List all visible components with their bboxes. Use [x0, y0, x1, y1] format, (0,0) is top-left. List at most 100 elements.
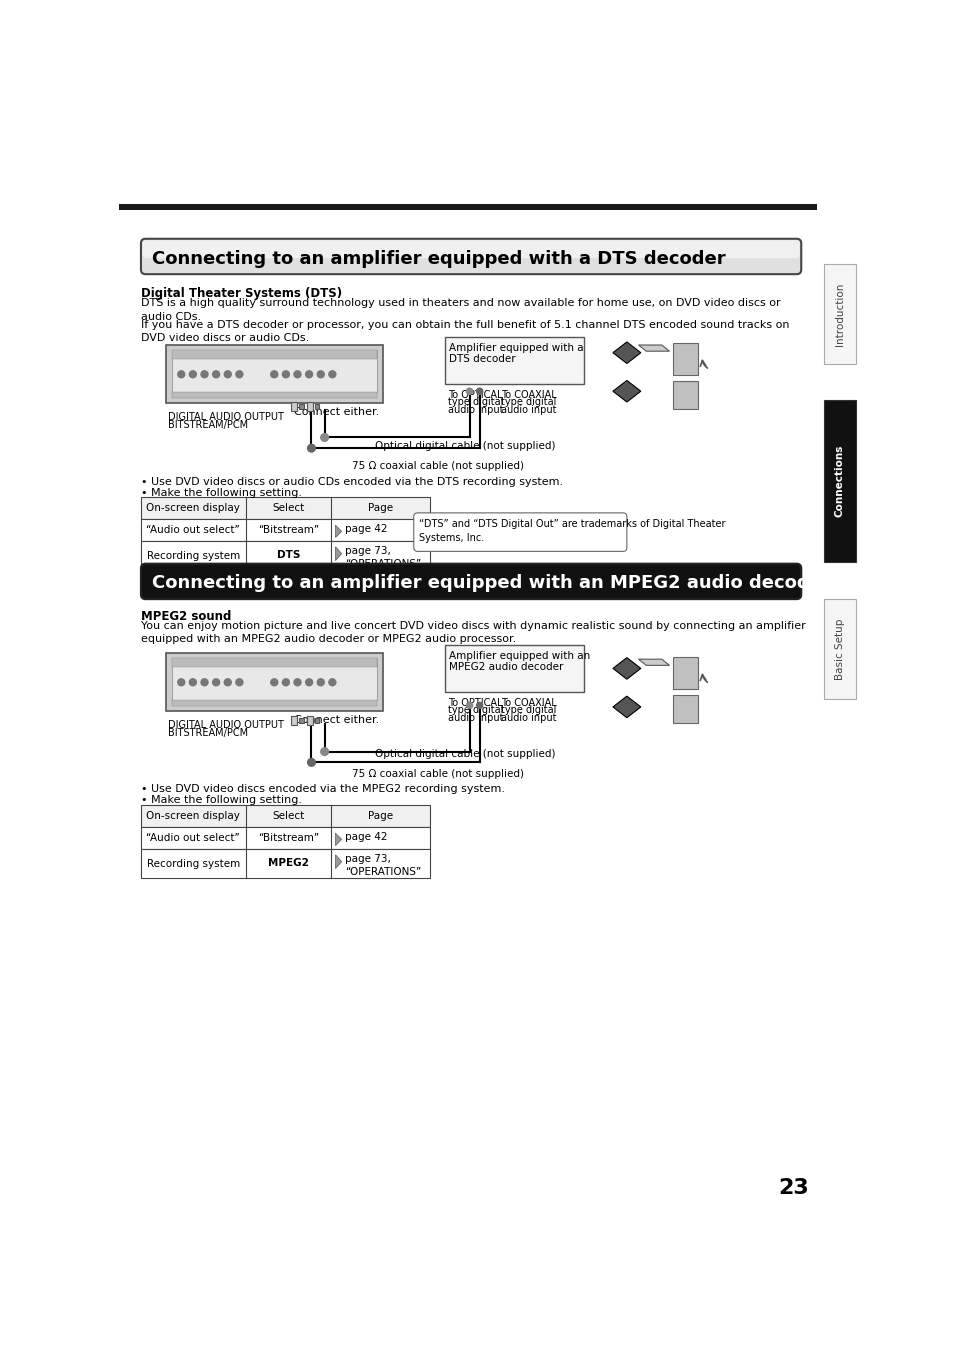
- Text: DIGITAL AUDIO OUTPUT: DIGITAL AUDIO OUTPUT: [168, 412, 284, 422]
- Circle shape: [476, 388, 482, 395]
- Bar: [298, 718, 303, 723]
- Text: On-screen display: On-screen display: [146, 503, 240, 512]
- Circle shape: [466, 388, 472, 395]
- Text: Optical digital cable (not supplied): Optical digital cable (not supplied): [375, 441, 555, 452]
- Text: audio input: audio input: [447, 713, 503, 723]
- Text: audio input: audio input: [500, 406, 556, 415]
- Text: type digital: type digital: [500, 705, 556, 716]
- Bar: [444, 337, 583, 384]
- Bar: [166, 652, 382, 710]
- FancyBboxPatch shape: [414, 512, 626, 551]
- Text: DTS decoder: DTS decoder: [449, 355, 516, 364]
- Text: You can enjoy motion picture and live concert DVD video discs with dynamic reali: You can enjoy motion picture and live co…: [141, 620, 805, 644]
- Text: “Bitstream”: “Bitstream”: [257, 833, 318, 844]
- Bar: [172, 700, 376, 706]
- Text: audio input: audio input: [447, 406, 503, 415]
- Text: Connect either.: Connect either.: [294, 407, 378, 417]
- Circle shape: [271, 679, 277, 686]
- Text: Recording system: Recording system: [147, 551, 239, 561]
- Bar: [141, 806, 430, 828]
- Bar: [141, 849, 430, 878]
- Text: • Make the following setting.: • Make the following setting.: [141, 795, 302, 805]
- Circle shape: [224, 679, 231, 686]
- Text: 23: 23: [778, 1178, 808, 1198]
- Polygon shape: [638, 345, 669, 352]
- Circle shape: [177, 679, 185, 686]
- FancyBboxPatch shape: [141, 563, 801, 599]
- Bar: [172, 392, 376, 398]
- Polygon shape: [612, 342, 640, 364]
- Circle shape: [271, 371, 277, 377]
- Circle shape: [282, 679, 289, 686]
- Text: MPEG2 audio decoder: MPEG2 audio decoder: [449, 662, 563, 673]
- Circle shape: [213, 679, 219, 686]
- Text: Recording system: Recording system: [147, 860, 239, 869]
- Circle shape: [224, 371, 231, 377]
- Text: DTS: DTS: [276, 550, 299, 559]
- Text: • Use DVD video discs encoded via the MPEG2 recording system.: • Use DVD video discs encoded via the MP…: [141, 785, 504, 794]
- Text: BITSTREAM/PCM: BITSTREAM/PCM: [168, 728, 248, 739]
- Text: page 42: page 42: [344, 524, 387, 534]
- Text: type digital: type digital: [447, 705, 502, 716]
- Text: If you have a DTS decoder or processor, you can obtain the full benefit of 5.1 c: If you have a DTS decoder or processor, …: [141, 319, 789, 344]
- Bar: [291, 402, 297, 411]
- Circle shape: [294, 371, 301, 377]
- Text: Page: Page: [368, 811, 393, 821]
- Circle shape: [307, 759, 315, 766]
- Bar: [298, 404, 303, 408]
- Bar: [444, 646, 583, 692]
- Circle shape: [201, 679, 208, 686]
- Bar: [291, 716, 297, 725]
- Text: page 42: page 42: [344, 833, 387, 842]
- Text: MPEG2 sound: MPEG2 sound: [141, 609, 231, 623]
- Bar: [172, 658, 376, 667]
- Circle shape: [320, 748, 328, 755]
- Circle shape: [317, 679, 324, 686]
- Text: Connect either.: Connect either.: [294, 714, 378, 725]
- Text: Connections: Connections: [834, 445, 844, 518]
- Bar: [314, 404, 319, 408]
- Bar: [119, 204, 816, 210]
- Text: “DTS” and “DTS Digital Out” are trademarks of Digital Theater
Systems, Inc.: “DTS” and “DTS Digital Out” are trademar…: [418, 519, 725, 543]
- Text: • Use DVD video discs or audio CDs encoded via the DTS recording system.: • Use DVD video discs or audio CDs encod…: [141, 477, 562, 488]
- Circle shape: [476, 702, 482, 709]
- Polygon shape: [612, 658, 640, 679]
- Text: To OPTICAL: To OPTICAL: [447, 698, 502, 708]
- FancyBboxPatch shape: [141, 239, 801, 274]
- Text: Digital Theater Systems (DTS): Digital Theater Systems (DTS): [141, 287, 342, 301]
- Text: • Make the following setting.: • Make the following setting.: [141, 488, 302, 499]
- Text: DIGITAL AUDIO OUTPUT: DIGITAL AUDIO OUTPUT: [168, 720, 284, 731]
- Circle shape: [201, 371, 208, 377]
- Text: Amplifier equipped with an: Amplifier equipped with an: [449, 651, 590, 662]
- Bar: [673, 342, 698, 375]
- Circle shape: [282, 371, 289, 377]
- Text: type digital: type digital: [500, 398, 556, 407]
- FancyBboxPatch shape: [142, 240, 799, 257]
- Text: audio input: audio input: [500, 713, 556, 723]
- Circle shape: [329, 679, 335, 686]
- Bar: [822, 599, 856, 700]
- Text: “Audio out select”: “Audio out select”: [146, 526, 240, 535]
- Text: type digital: type digital: [447, 398, 502, 407]
- Circle shape: [329, 371, 335, 377]
- Circle shape: [307, 445, 315, 452]
- Bar: [166, 345, 382, 403]
- Circle shape: [235, 679, 243, 686]
- Text: 75 Ω coaxial cable (not supplied): 75 Ω coaxial cable (not supplied): [352, 461, 523, 470]
- Polygon shape: [612, 696, 640, 717]
- Circle shape: [320, 434, 328, 441]
- Polygon shape: [335, 526, 341, 538]
- Text: Amplifier equipped with a: Amplifier equipped with a: [449, 344, 583, 353]
- Text: On-screen display: On-screen display: [146, 811, 240, 821]
- Polygon shape: [638, 659, 669, 666]
- Text: 75 Ω coaxial cable (not supplied): 75 Ω coaxial cable (not supplied): [352, 768, 523, 779]
- Bar: [822, 400, 856, 562]
- Text: MPEG2: MPEG2: [268, 857, 309, 868]
- Text: “Audio out select”: “Audio out select”: [146, 833, 240, 844]
- Bar: [172, 349, 376, 359]
- Bar: [172, 349, 376, 392]
- Polygon shape: [612, 380, 640, 402]
- Text: Select: Select: [272, 503, 304, 512]
- Text: DTS is a high quality surround technology used in theaters and now available for: DTS is a high quality surround technolog…: [141, 298, 780, 322]
- Text: To COAXIAL: To COAXIAL: [500, 698, 556, 708]
